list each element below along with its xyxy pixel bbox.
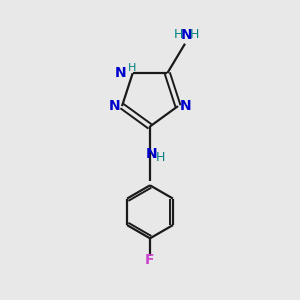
Text: N: N [109, 99, 120, 113]
Text: H: H [156, 151, 165, 164]
Text: H: H [128, 63, 136, 73]
Text: N: N [115, 66, 127, 80]
Text: F: F [145, 254, 155, 267]
Text: N: N [180, 99, 191, 113]
Text: N: N [146, 147, 157, 161]
Text: N: N [181, 28, 192, 42]
Text: H: H [173, 28, 183, 41]
Text: H: H [190, 28, 200, 41]
